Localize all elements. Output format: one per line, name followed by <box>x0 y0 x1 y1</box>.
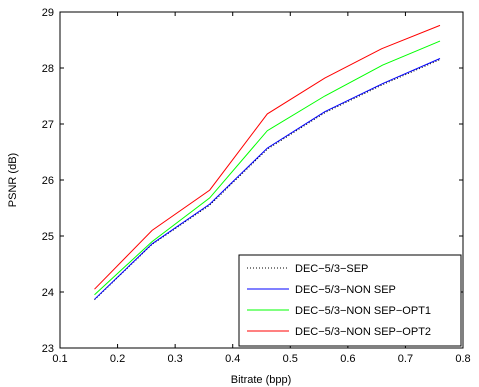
y-axis-title: PSNR (dB) <box>7 153 19 207</box>
y-tick-label: 25 <box>42 231 54 243</box>
y-tick-label: 28 <box>42 63 54 75</box>
y-tick-label: 23 <box>42 343 54 355</box>
x-tick-label: 0.5 <box>283 353 298 365</box>
series-lines <box>94 24 441 301</box>
legend-label-2: DEC−5/3−NON SEP <box>295 284 396 296</box>
x-tick-label: 0.2 <box>110 353 125 365</box>
series-line-3 <box>94 40 441 296</box>
y-tick-label: 27 <box>42 119 54 131</box>
legend-label-3: DEC−5/3−NON SEP−OPT1 <box>295 305 431 317</box>
x-axis: 0.1 0.2 0.3 0.4 0.5 0.6 0.7 0.8 <box>52 12 471 365</box>
legend: DEC−5/3−SEP DEC−5/3−NON SEP DEC−5/3−NON SE… <box>238 254 462 347</box>
x-axis-title: Bitrate (bpp) <box>231 374 292 386</box>
y-tick-label: 26 <box>42 175 54 187</box>
y-tick-label: 29 <box>42 7 54 19</box>
series-line-2 <box>94 58 441 300</box>
y-tick-label: 24 <box>42 287 54 299</box>
legend-label-1: DEC−5/3−SEP <box>295 263 368 275</box>
legend-label-4: DEC−5/3−NON SEP−OPT2 <box>295 326 431 338</box>
x-tick-label: 0.7 <box>398 353 413 365</box>
x-tick-label: 0.1 <box>52 353 67 365</box>
x-tick-label: 0.8 <box>455 353 470 365</box>
series-line-4 <box>94 24 441 290</box>
x-tick-label: 0.6 <box>340 353 355 365</box>
x-tick-label: 0.4 <box>225 353 240 365</box>
x-tick-label: 0.3 <box>167 353 182 365</box>
